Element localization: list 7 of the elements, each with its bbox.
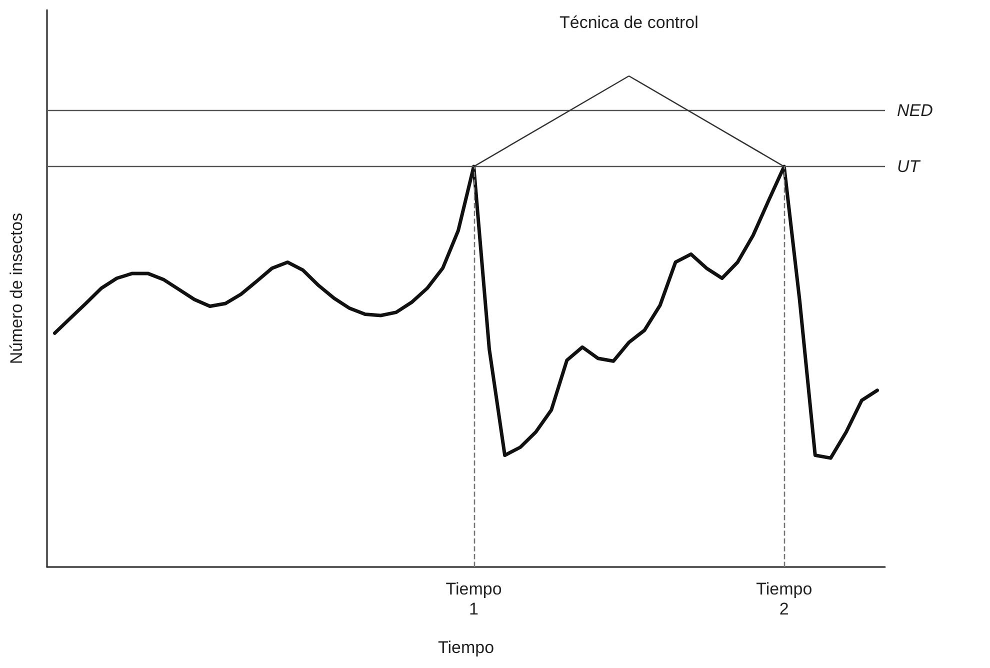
text: Técnica de control [559, 13, 698, 32]
x-axis-title: Tiempo [438, 638, 494, 657]
ref-line-label: NED [897, 100, 933, 120]
y-axis-title: Número de insectos [7, 212, 26, 364]
x-tick-label: Tiempo 1 [446, 580, 502, 618]
ref-line-label: UT [897, 157, 922, 176]
x-tick-label: Tiempo 2 [756, 580, 812, 618]
